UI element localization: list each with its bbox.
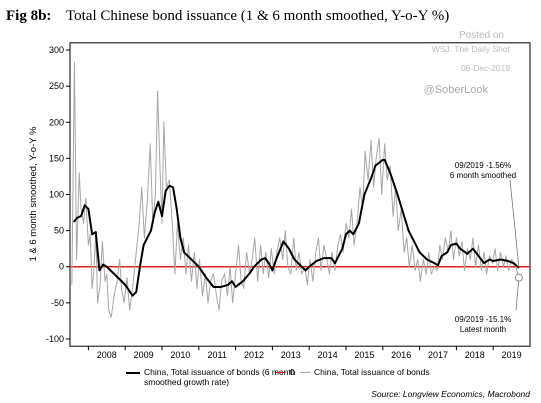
- annotation: Latest month: [460, 325, 506, 334]
- chart-title: Total Chinese bond issuance (1 & 6 month…: [66, 8, 449, 24]
- title-prefix: Fig 8b:: [6, 8, 51, 24]
- legend-swatch: [126, 372, 140, 374]
- watermark: 06-Dec-2019: [461, 63, 510, 73]
- source: Source: Longview Economics, Macrobond: [371, 389, 530, 399]
- x-tick-label: 2015: [354, 350, 374, 360]
- y-tick-label: 250: [49, 81, 64, 91]
- x-tick-label: 2014: [318, 350, 338, 360]
- x-tick-label: 2019: [502, 350, 522, 360]
- y-tick-label: -50: [51, 298, 64, 308]
- legend-item: China, Total issuance of bonds (6 month …: [126, 367, 296, 387]
- annotation: 09/2019 -15.1%: [455, 315, 512, 324]
- y-tick-label: 300: [49, 45, 64, 55]
- y-tick-label: 200: [49, 117, 64, 127]
- series-line: [71, 61, 520, 318]
- x-tick-label: 2016: [391, 350, 411, 360]
- legend-label: China, Total issuance of bonds: [314, 367, 430, 377]
- legend-swatch: [276, 372, 286, 373]
- annotation: 6 month smoothed: [450, 171, 516, 180]
- x-tick-label: 2018: [465, 350, 485, 360]
- watermark: @SoberLook: [424, 84, 489, 96]
- latest-marker: [514, 273, 523, 282]
- x-tick-label: 2008: [97, 350, 117, 360]
- y-axis-label: 1 & 6 month smoothed, Y-o-Y %: [28, 126, 39, 262]
- y-tick-label: 150: [49, 153, 64, 163]
- y-tick-label: 0: [59, 262, 64, 272]
- legend-swatch: [300, 372, 310, 373]
- y-tick-label: -100: [46, 334, 64, 344]
- x-tick-label: 2012: [244, 350, 264, 360]
- annotation-arrow: [509, 179, 520, 268]
- legend-label: 0: [290, 367, 295, 377]
- x-tick-label: 2017: [428, 350, 448, 360]
- x-tick-label: 2010: [170, 350, 190, 360]
- watermark: WSJ: The Daily Shot: [432, 44, 511, 54]
- legend-label: China, Total issuance of bonds (6 month …: [144, 367, 296, 387]
- x-tick-label: 2011: [208, 350, 227, 360]
- y-tick-label: 100: [49, 190, 64, 200]
- annotation: 09/2019 -1.56%: [455, 161, 512, 170]
- legend-item: 0: [276, 367, 295, 377]
- annotation-arrow: [515, 277, 520, 311]
- watermark: Posted on: [459, 30, 504, 41]
- series-line: [72, 158, 520, 297]
- y-tick-label: 50: [54, 226, 64, 236]
- x-tick-label: 2013: [281, 350, 301, 360]
- legend-item: China, Total issuance of bonds: [300, 367, 430, 377]
- x-tick-label: 2009: [134, 350, 154, 360]
